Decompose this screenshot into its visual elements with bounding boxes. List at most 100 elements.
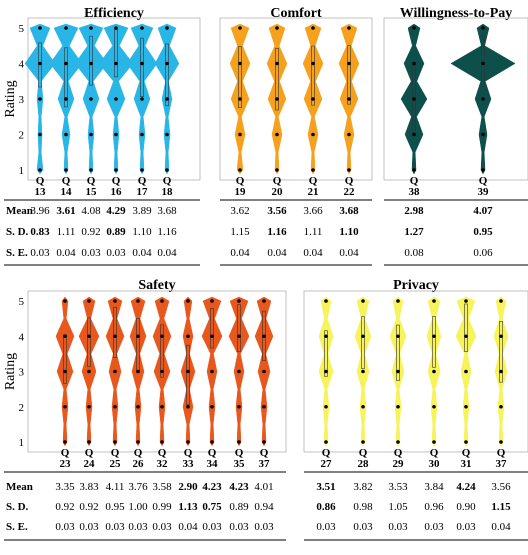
rating-dot bbox=[396, 369, 400, 374]
rating-dot bbox=[324, 334, 328, 339]
rating-dot bbox=[499, 404, 503, 409]
rating-dot bbox=[114, 61, 118, 66]
question-prefix: Q bbox=[462, 447, 471, 459]
rating-dot bbox=[113, 299, 117, 303]
rating-dot bbox=[432, 334, 436, 339]
question-prefix: Q bbox=[134, 447, 143, 459]
violin-box bbox=[324, 330, 328, 377]
plot-frame bbox=[219, 17, 373, 181]
rating-dot bbox=[347, 132, 351, 137]
rating-dot bbox=[186, 369, 190, 374]
rating-dot bbox=[140, 26, 144, 30]
stat-se-value: 0.04 bbox=[267, 247, 287, 259]
rating-dot bbox=[38, 168, 42, 172]
stat-sd-value: 0.99 bbox=[152, 501, 172, 513]
violin-box bbox=[481, 35, 485, 87]
rating-dot bbox=[361, 369, 365, 374]
rating-dot bbox=[186, 404, 190, 409]
rating-dot bbox=[262, 334, 266, 339]
rating-dot bbox=[89, 168, 93, 172]
stat-se-value: 0.08 bbox=[404, 247, 424, 259]
violin-box bbox=[347, 45, 351, 105]
violin-box bbox=[87, 317, 91, 367]
panel-privacy: PrivacyQ273.510.860.03Q283.820.980.03Q29… bbox=[303, 278, 528, 541]
rating-dot bbox=[38, 61, 42, 66]
stat-mean-value: 4.24 bbox=[456, 481, 476, 493]
violin-box bbox=[275, 47, 279, 111]
question-prefix: Q bbox=[61, 447, 70, 459]
rating-dot bbox=[210, 369, 214, 374]
rating-dot bbox=[160, 404, 164, 409]
question-number: 13 bbox=[35, 186, 47, 198]
y-tick-label: 5 bbox=[19, 23, 25, 35]
violin-box bbox=[113, 306, 117, 358]
question-prefix: Q bbox=[111, 447, 120, 459]
rating-dot bbox=[64, 61, 68, 66]
question-number: 33 bbox=[183, 458, 195, 470]
rating-dot bbox=[347, 26, 351, 30]
stat-mean-value: 3.51 bbox=[316, 481, 335, 493]
violin-box bbox=[186, 344, 190, 406]
violin-box bbox=[361, 316, 365, 369]
panel-willingness-to-pay: Willingness-to-PayQ382.981.270.08Q394.07… bbox=[383, 6, 528, 266]
stat-se-value: 0.04 bbox=[56, 247, 76, 259]
plot-frame bbox=[383, 17, 528, 181]
stat-sd-value: 1.00 bbox=[128, 501, 148, 513]
violin-box bbox=[140, 37, 144, 97]
question-number: 20 bbox=[272, 186, 284, 198]
rating-dot bbox=[412, 132, 416, 137]
stat-mean-value: 3.84 bbox=[424, 481, 444, 493]
rating-dot bbox=[237, 299, 241, 303]
rating-dot bbox=[38, 97, 42, 101]
stat-sd-value: 1.16 bbox=[157, 226, 177, 238]
y-axis-label: Rating bbox=[3, 353, 18, 390]
panel-title: Safety bbox=[138, 278, 175, 293]
stat-sd-value: 1.10 bbox=[339, 226, 359, 238]
rating-dot bbox=[113, 334, 117, 339]
panel-title: Willingness-to-Pay bbox=[400, 6, 513, 21]
stat-se-value: 0.04 bbox=[303, 247, 323, 259]
stat-se-value: 0.03 bbox=[388, 521, 408, 533]
row-label: S. E. bbox=[6, 247, 28, 259]
rating-dot bbox=[481, 97, 485, 101]
question-number: 27 bbox=[321, 458, 333, 470]
question-number: 21 bbox=[308, 186, 319, 198]
rating-dot bbox=[114, 132, 118, 137]
rating-dot bbox=[262, 369, 266, 374]
panel-title: Privacy bbox=[393, 278, 439, 293]
rating-dot bbox=[165, 168, 169, 172]
stat-sd-value: 0.89 bbox=[229, 501, 249, 513]
rating-dot bbox=[238, 26, 242, 30]
y-tick-label: 4 bbox=[19, 59, 25, 71]
rating-dot bbox=[114, 97, 118, 101]
rating-dot bbox=[237, 404, 241, 409]
stat-mean-value: 3.82 bbox=[353, 481, 372, 493]
question-prefix: Q bbox=[85, 447, 94, 459]
rating-dot bbox=[165, 132, 169, 137]
stat-mean-value: 4.01 bbox=[254, 481, 273, 493]
violin-box bbox=[499, 321, 503, 383]
rating-dot bbox=[412, 61, 416, 66]
stat-se-value: 0.06 bbox=[473, 247, 493, 259]
violin-box bbox=[464, 303, 468, 352]
rating-dot bbox=[275, 168, 279, 172]
rating-dot bbox=[347, 61, 351, 66]
row-label: Mean bbox=[6, 205, 33, 217]
rating-dot bbox=[262, 299, 266, 303]
question-number: 39 bbox=[478, 186, 490, 198]
question-number: 30 bbox=[429, 458, 441, 470]
y-tick-label: 3 bbox=[19, 367, 25, 379]
stat-sd-value: 1.15 bbox=[491, 501, 511, 513]
rating-dot bbox=[361, 299, 365, 303]
rating-dot bbox=[464, 334, 468, 339]
rating-dot bbox=[114, 26, 118, 30]
question-number: 24 bbox=[84, 458, 96, 470]
rating-dot bbox=[64, 168, 68, 172]
stat-sd-value: 0.95 bbox=[105, 501, 125, 513]
rating-dot bbox=[64, 97, 68, 101]
stat-se-value: 0.04 bbox=[132, 247, 152, 259]
stat-se-value: 0.04 bbox=[230, 247, 250, 259]
rating-dot bbox=[481, 61, 485, 66]
stat-mean-value: 3.76 bbox=[128, 481, 148, 493]
rating-dot bbox=[275, 97, 279, 101]
